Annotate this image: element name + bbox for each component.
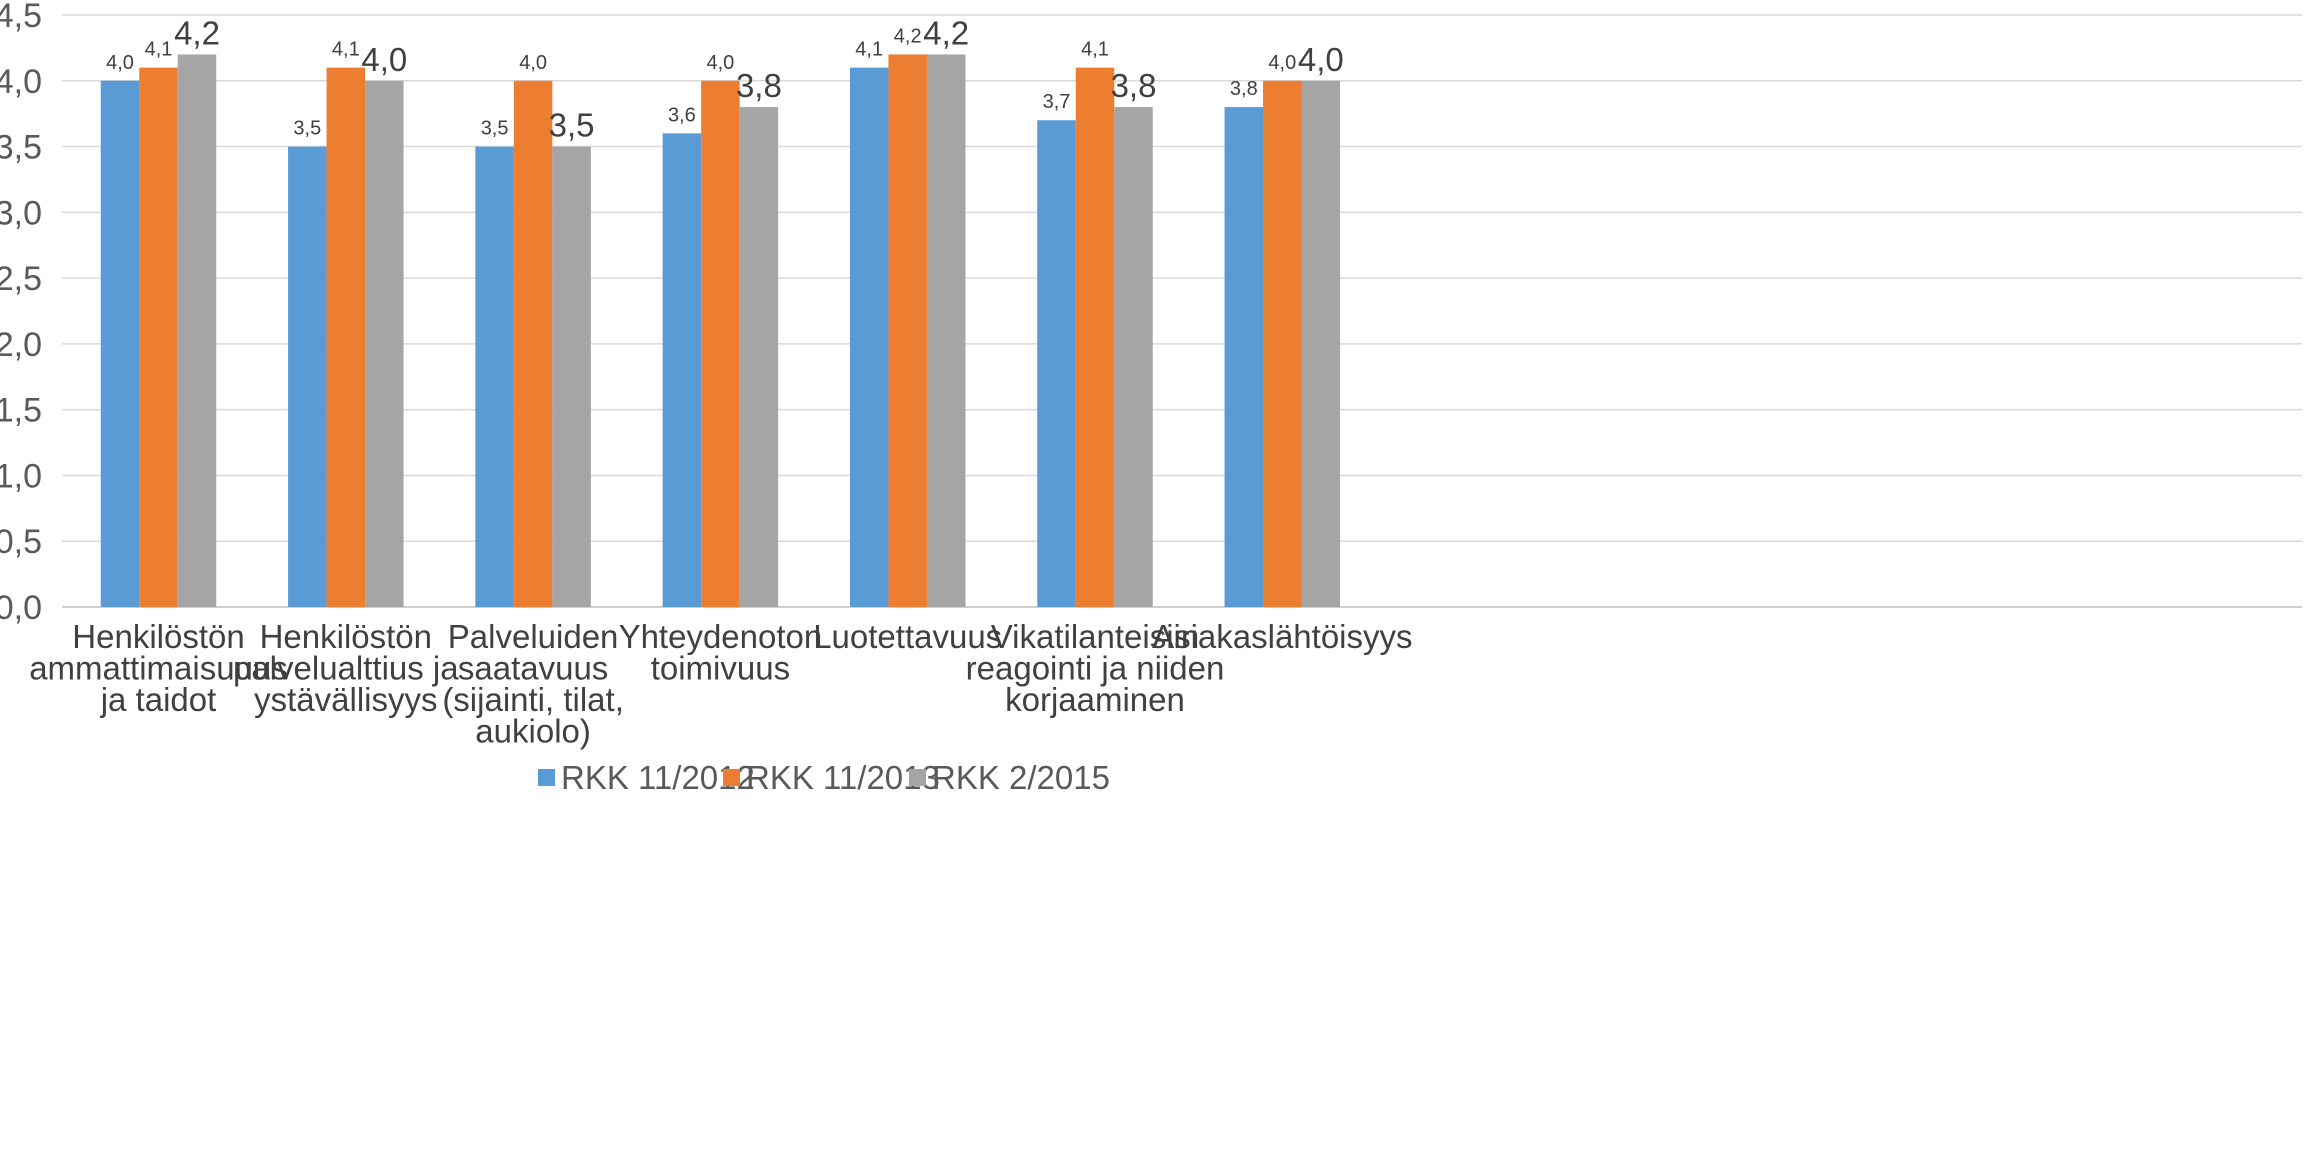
- legend-swatch: [723, 769, 740, 786]
- legend-label: RKK 2/2015: [932, 759, 1110, 796]
- data-label: 3,8: [1230, 78, 1258, 100]
- bar: [475, 146, 514, 608]
- x-tick-label-line: Yhteydenoton: [619, 618, 823, 655]
- x-tick-label-line: ystävällisyys: [254, 681, 437, 718]
- y-tick-label: 2,5: [0, 260, 42, 298]
- data-label: 4,0: [706, 52, 734, 74]
- y-tick-label: 3,5: [0, 129, 42, 167]
- data-label: 3,8: [736, 67, 782, 104]
- y-tick-label: 3,0: [0, 194, 42, 232]
- legend-label: RKK 11/2013: [746, 759, 940, 796]
- y-tick-label: 1,5: [0, 392, 42, 430]
- data-label: 3,7: [1043, 91, 1071, 113]
- x-tick-label: Yhteydenoton toimivuus: [619, 618, 823, 687]
- data-label: 3,6: [668, 104, 696, 126]
- data-label: 4,0: [1298, 41, 1344, 78]
- data-label: 4,0: [519, 52, 547, 74]
- bar: [326, 67, 366, 608]
- bar: [288, 146, 327, 608]
- data-label: 4,1: [855, 39, 883, 61]
- x-tick-label-line: ammattimaisuuus: [29, 650, 288, 687]
- data-label: 3,5: [293, 118, 321, 140]
- legend-label: RKK 11/2012: [561, 759, 755, 796]
- data-label: 4,2: [174, 14, 220, 51]
- x-tick-label-line: toimivuus: [651, 650, 790, 687]
- bar: [552, 146, 591, 608]
- y-tick-label: 4,5: [0, 0, 42, 35]
- x-tick-label-line: Henkilöstön: [72, 618, 244, 655]
- bar: [926, 54, 966, 607]
- y-tick-label: 1,0: [0, 457, 42, 495]
- bar: [739, 107, 779, 607]
- data-labels: 4,03,5 3,53,64,13,73,84,1 4,14,0 4,04,24,14…: [106, 14, 1344, 143]
- y-tick-label: 4,0: [0, 63, 42, 101]
- x-tick-label-line: Luotettavuus: [813, 618, 1002, 655]
- bar: [849, 67, 889, 608]
- data-label: 3,5: [481, 118, 509, 140]
- bar: [662, 133, 702, 607]
- legend-swatch: [909, 769, 926, 786]
- x-tick-label-line: aukiolo): [475, 713, 591, 750]
- x-tick-label-line: Vikatilanteisiin: [991, 618, 1200, 655]
- data-label: 4,0: [1268, 52, 1296, 74]
- x-axis: Henkilöstön ammattimaisuuus ja taidotHenki…: [29, 618, 1412, 750]
- data-label: 4,0: [361, 41, 407, 78]
- bar: [1263, 80, 1302, 608]
- data-label: 3,8: [1111, 67, 1157, 104]
- bar: [100, 80, 140, 608]
- bar: [177, 54, 217, 607]
- x-tick-label-line: ja taidot: [100, 681, 217, 718]
- x-tick-label-line: reagointi ja niiden: [966, 650, 1225, 687]
- gridlines: [62, 14, 2302, 608]
- x-tick-label-line: Asiakaslähtöisyys: [1152, 618, 1412, 655]
- data-label: 4,1: [332, 39, 360, 61]
- x-tick-label: Asiakaslähtöisyys: [1152, 618, 1412, 655]
- x-tick-label-line: Palveluiden: [448, 618, 619, 655]
- bar: [701, 80, 740, 608]
- data-label: 4,1: [145, 39, 173, 61]
- bar: [365, 80, 404, 608]
- bar: [139, 67, 178, 608]
- x-tick-label: Vikatilanteisiin reagointi ja niiden korja…: [966, 618, 1225, 718]
- data-label: 4,1: [1081, 39, 1109, 61]
- bar: [888, 54, 927, 607]
- x-tick-label-line: (sijainti, tilat,: [442, 681, 624, 718]
- bar: [1037, 120, 1076, 607]
- x-tick-label: Henkilöstön ammattimaisuuus ja taidot: [29, 618, 288, 718]
- data-label: 4,2: [894, 25, 922, 47]
- x-tick-label-line: palvelualttius ja: [233, 650, 459, 687]
- bar: [1114, 107, 1153, 607]
- legend-swatch: [538, 769, 555, 786]
- y-tick-label: 0,5: [0, 523, 42, 561]
- bar: [513, 80, 553, 608]
- bar: [1075, 67, 1115, 608]
- x-tick-label-line: korjaaminen: [1005, 681, 1185, 718]
- data-label: 3,5: [549, 107, 595, 144]
- x-tick-label: Palveluiden saatavuus (sijainti, tilat, auk…: [442, 618, 624, 750]
- bars: [100, 54, 1341, 608]
- x-tick-label-line: saatavuus: [458, 650, 608, 687]
- data-label: 4,0: [106, 52, 134, 74]
- x-tick-label: Henkilöstön palvelualttius ja ystävällisyy…: [233, 618, 459, 718]
- y-axis: 0,0 0,5 1,0 1,5 2,0 2,5 3,0 3,5 4,0 4,5: [0, 0, 42, 627]
- bar: [1301, 80, 1341, 608]
- y-tick-label: 0,0: [0, 589, 42, 627]
- bar: [1224, 107, 1264, 607]
- x-tick-label-line: Henkilöstön: [260, 618, 432, 655]
- y-tick-label: 2,0: [0, 326, 42, 364]
- data-label: 4,2: [923, 14, 969, 51]
- x-tick-label: Luotettavuus: [813, 618, 1002, 655]
